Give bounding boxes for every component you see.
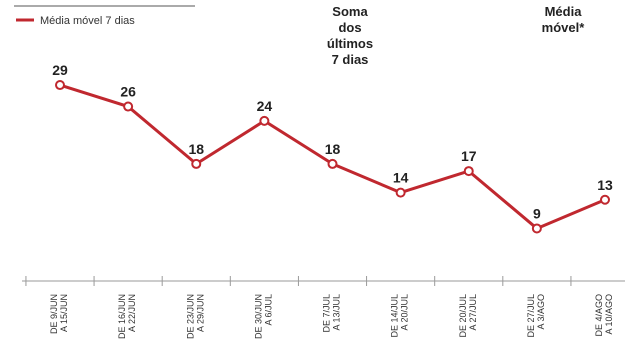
header-sum-line-1: Soma — [332, 4, 368, 19]
data-label: 29 — [52, 62, 68, 78]
series-group: 29 26 18 24 18 14 17 9 13 — [52, 62, 613, 234]
x-tick-label: A 27/JUL — [468, 294, 478, 331]
data-point — [395, 187, 406, 198]
data-label: 18 — [325, 141, 341, 157]
legend-label: Média móvel 7 dias — [40, 15, 135, 27]
header-sum-block: Soma dos últimos 7 dias — [327, 4, 373, 67]
data-point — [123, 101, 134, 112]
data-point — [531, 223, 542, 234]
header-sum-line-2: dos — [338, 20, 361, 35]
x-tick-label: DE 4/AGO — [594, 294, 604, 337]
data-point — [600, 194, 610, 205]
x-tick-label: A 20/JUL — [400, 294, 410, 331]
data-point — [259, 115, 270, 126]
x-axis-ticks — [25, 276, 572, 286]
data-point — [191, 158, 202, 169]
header-sum-line-4: 7 dias — [332, 52, 369, 67]
x-tick-label: DE 23/JUN — [185, 294, 195, 339]
data-label: 26 — [120, 84, 136, 100]
x-tick-label: A 13/JUL — [332, 294, 342, 331]
x-tick-label: A 3/AGO — [536, 294, 546, 330]
header-sum-line-3: últimos — [327, 36, 373, 51]
header-avg-line-1: Média — [545, 4, 583, 19]
x-tick-label: DE 14/JUL — [390, 294, 400, 338]
data-label: 24 — [257, 98, 273, 114]
data-label: 18 — [188, 141, 204, 157]
x-axis-tick-labels: DE 9/JUN A 15/JUN DE 16/JUN A 22/JUN DE 23/J… — [49, 294, 614, 339]
x-tick-label: DE 7/JUL — [322, 294, 332, 333]
x-tick-label: DE 27/JUL — [526, 294, 536, 338]
x-tick-label: A 10/AGO — [604, 294, 614, 335]
x-tick-label: A 15/JUN — [59, 294, 69, 332]
x-tick-label: DE 9/JUN — [49, 294, 59, 334]
header-avg-line-2: móvel* — [542, 20, 586, 35]
x-tick-label: A 22/JUN — [127, 294, 137, 332]
x-tick-label: A 29/JUN — [195, 294, 205, 332]
data-point — [327, 158, 338, 169]
data-point — [463, 166, 474, 177]
x-tick-label: A 6/JUL — [263, 294, 273, 326]
x-tick-label: DE 30/JUN — [253, 294, 263, 339]
x-tick-label: DE 16/JUN — [117, 294, 127, 339]
legend: Média móvel 7 dias — [14, 5, 195, 27]
data-point — [55, 80, 65, 91]
data-label: 13 — [597, 177, 613, 193]
x-tick-label: DE 20/JUL — [458, 294, 468, 338]
header-avg-block: Média móvel* — [542, 4, 586, 35]
data-label: 14 — [393, 170, 409, 186]
data-label: 17 — [461, 148, 477, 164]
data-label: 9 — [533, 205, 541, 221]
